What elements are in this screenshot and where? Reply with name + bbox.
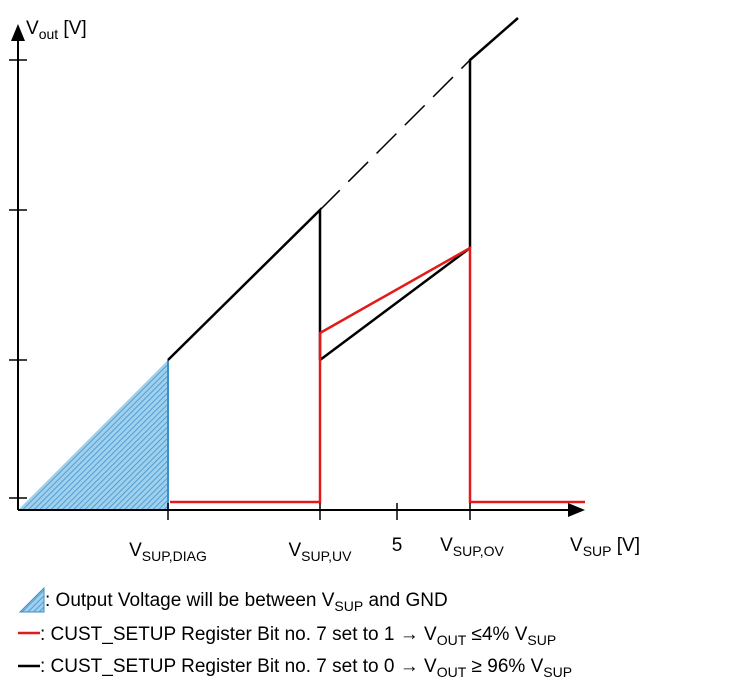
legend-text: : CUST_SETUP Register Bit no. 7 set to 1… [40, 624, 556, 648]
text-part: V [288, 540, 301, 561]
legend-icon [18, 586, 45, 613]
legend-text: : Output Voltage will be between VSUP an… [45, 590, 448, 614]
x-label: 5 [392, 535, 403, 556]
text-part: SUP [583, 543, 612, 559]
text-part: out [39, 26, 59, 42]
text-part: SUP,UV [301, 548, 352, 564]
text-part: ≥ 96% [466, 656, 530, 677]
text-part: V [424, 656, 437, 677]
text-part: V [570, 535, 583, 556]
text-part: : CUST_SETUP Register Bit no. 7 set to 1… [40, 624, 424, 645]
x-arrow [568, 503, 585, 517]
text-part: V [531, 656, 544, 677]
text-part: [V] [611, 535, 640, 556]
text-part: SUP,OV [453, 543, 505, 559]
black-line [468, 17, 519, 248]
text-part: SUP [527, 632, 556, 648]
black-line [167, 207, 322, 361]
x-label: VSUP,UV [288, 540, 352, 564]
text-part: V [515, 624, 528, 645]
black-line [319, 246, 471, 362]
red-line [170, 245, 585, 504]
text-part: V [440, 535, 453, 556]
ticks [9, 59, 471, 520]
x-axis-label: VSUP [V] [570, 535, 640, 559]
text-part: [V] [58, 18, 87, 39]
x-label: VSUP,OV [440, 535, 504, 559]
text-part: V [129, 540, 142, 561]
x-label: VSUP,DIAG [129, 540, 207, 564]
text-part: OUT [437, 632, 467, 648]
legend-text: : CUST_SETUP Register Bit no. 7 set to 0… [40, 656, 572, 677]
text-part: ≤4% [466, 624, 514, 645]
hatched-area [18, 360, 168, 510]
plot [9, 17, 585, 520]
text-part: V [322, 590, 335, 611]
text-part: SUP,DIAG [142, 548, 207, 564]
text-part: : CUST_SETUP Register Bit no. 7 set to 0… [40, 656, 424, 677]
text-part: V [424, 624, 437, 645]
text-part: SUP [543, 664, 572, 677]
y-arrow [11, 24, 25, 41]
text-part: and GND [363, 590, 447, 611]
text-part: V [26, 18, 39, 39]
text-part: SUP [334, 598, 363, 614]
y-axis-label: Vout [V] [26, 18, 87, 42]
text-part: : Output Voltage will be between [45, 590, 322, 611]
text-part: OUT [437, 664, 467, 677]
dashed-line [319, 59, 471, 211]
